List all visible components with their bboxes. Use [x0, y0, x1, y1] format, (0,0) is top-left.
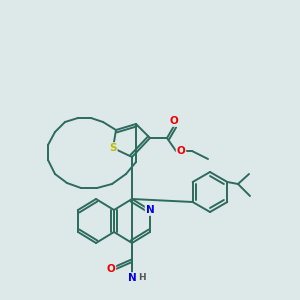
Text: H: H — [138, 274, 146, 283]
Text: O: O — [177, 146, 185, 156]
Text: N: N — [128, 273, 136, 283]
Text: S: S — [109, 143, 117, 153]
Text: N: N — [146, 205, 154, 215]
Text: O: O — [169, 116, 178, 126]
Text: O: O — [106, 264, 116, 274]
